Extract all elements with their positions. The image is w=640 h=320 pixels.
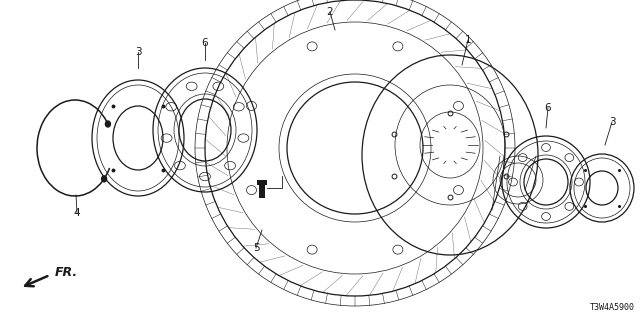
Text: 3: 3 [134, 47, 141, 57]
Text: 3: 3 [609, 117, 615, 127]
Text: FR.: FR. [55, 266, 78, 278]
Text: 4: 4 [74, 208, 80, 218]
Text: T3W4A5900: T3W4A5900 [590, 303, 635, 312]
Text: 5: 5 [253, 243, 259, 253]
Text: 6: 6 [545, 103, 551, 113]
Text: 1: 1 [465, 35, 471, 45]
Text: 6: 6 [202, 38, 208, 48]
Bar [259, 184, 265, 198]
Ellipse shape [106, 121, 111, 127]
Bar [257, 180, 267, 185]
Ellipse shape [102, 176, 107, 182]
Text: 2: 2 [326, 7, 333, 17]
